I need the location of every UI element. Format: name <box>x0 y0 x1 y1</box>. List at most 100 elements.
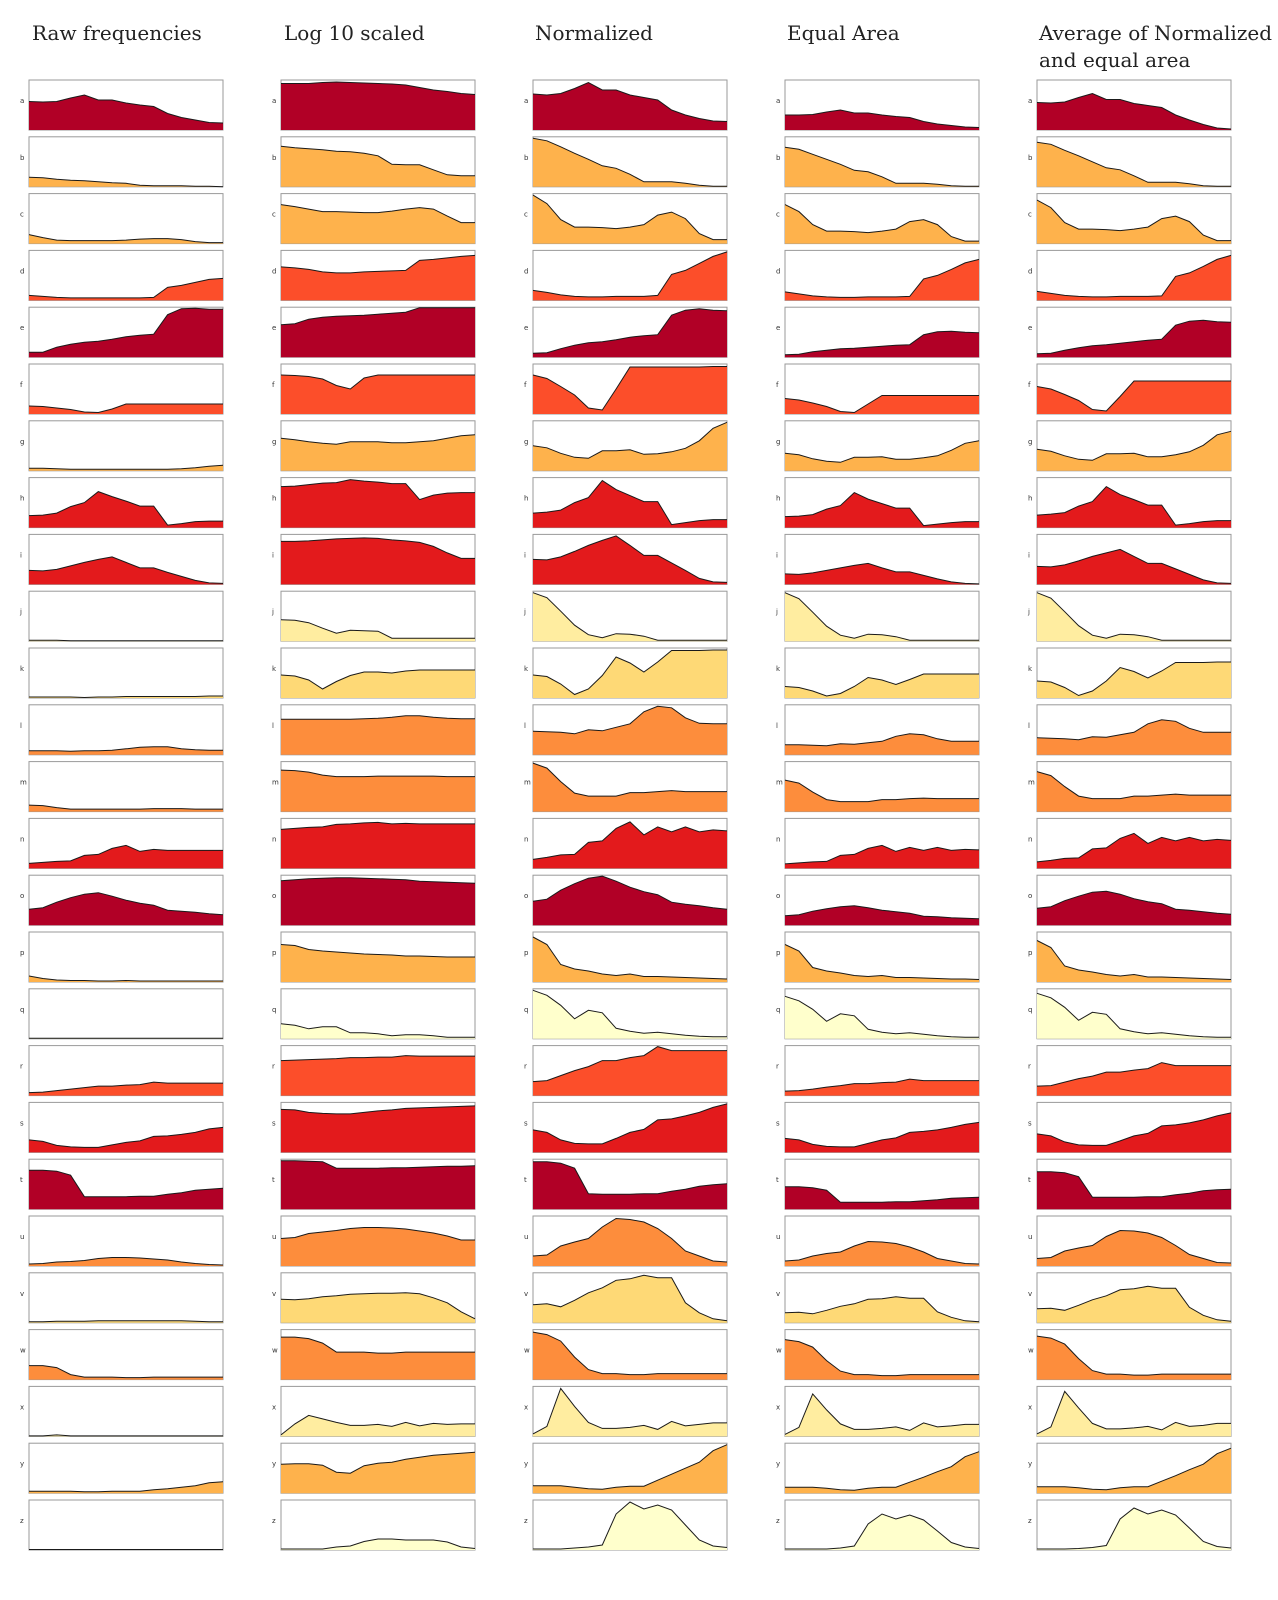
panel-raw-r: r <box>20 1045 224 1097</box>
area-outline <box>29 746 223 752</box>
area-fill <box>1037 592 1231 642</box>
area-fill <box>1037 320 1231 358</box>
area-outline <box>784 204 979 242</box>
panel-equal-area-q: q <box>776 988 980 1040</box>
panel-raw-k: k <box>20 647 224 699</box>
panel-raw-y: y <box>20 1442 224 1494</box>
panel-normalized-b: b <box>524 136 728 188</box>
area-outline <box>784 1078 979 1092</box>
row-label: q <box>20 1006 24 1014</box>
area-outline <box>784 779 979 803</box>
area-fill <box>785 331 979 358</box>
area-outline <box>28 403 223 414</box>
panel-raw-b: b <box>20 136 224 188</box>
area-fill <box>29 308 223 358</box>
area-fill <box>785 996 979 1039</box>
area-outline <box>1036 992 1231 1038</box>
area-outline <box>532 1217 728 1263</box>
panel-frame <box>28 1385 224 1437</box>
panel-average-s: s <box>1028 1101 1232 1153</box>
row-label: m <box>20 779 27 787</box>
row-label: j <box>271 608 274 616</box>
area-fill <box>29 805 223 812</box>
area-fill <box>29 1170 223 1210</box>
row-label: i <box>524 551 526 559</box>
area-fill <box>533 1161 727 1210</box>
panel-normalized-u: u <box>524 1215 728 1267</box>
area-fill <box>785 440 979 471</box>
area-outline <box>281 1336 475 1354</box>
area-outline <box>532 535 728 583</box>
area-outline <box>1036 771 1231 800</box>
row-label: c <box>1028 211 1032 219</box>
area-outline <box>28 94 224 124</box>
area-fill <box>281 670 475 698</box>
panel-log10-s: s <box>272 1101 476 1153</box>
panel-frame <box>28 988 224 1040</box>
row-label: l <box>1028 722 1030 730</box>
panel-normalized-n: n <box>524 817 728 869</box>
area-outline <box>280 1227 475 1241</box>
panel-equal-area-v: v <box>776 1272 980 1324</box>
row-label: o <box>524 892 528 900</box>
row-label: v <box>524 1290 528 1298</box>
panel-frame <box>28 136 224 188</box>
area-fill <box>1037 771 1231 812</box>
area-outline <box>280 877 476 884</box>
area-fill <box>785 733 979 755</box>
area-fill <box>533 1388 727 1437</box>
row-label: n <box>524 835 528 843</box>
row-label: r <box>272 1063 275 1071</box>
panel-frame <box>28 647 224 699</box>
row-label: e <box>272 324 276 332</box>
area-outline <box>1036 661 1231 697</box>
area-fill <box>785 204 979 244</box>
area-fill <box>29 1257 223 1266</box>
panel-normalized-v: v <box>524 1272 728 1324</box>
area-fill <box>785 1339 979 1380</box>
row-label: m <box>776 779 783 787</box>
panel-frame <box>28 1272 224 1324</box>
area-outline <box>28 1126 224 1148</box>
row-label: u <box>1028 1233 1032 1241</box>
panel-log10-x: x <box>272 1385 476 1437</box>
area-fill <box>281 1539 475 1550</box>
area-outline <box>532 989 727 1038</box>
row-label: z <box>20 1517 24 1525</box>
row-label: d <box>524 267 528 275</box>
area-fill <box>1037 1508 1231 1550</box>
row-label: v <box>776 1290 780 1298</box>
area-outline <box>28 892 224 916</box>
area-fill <box>533 308 727 358</box>
area-fill <box>281 82 475 130</box>
panel-log10-q: q <box>272 988 476 1040</box>
area-outline <box>784 1296 980 1323</box>
area-fill <box>281 877 475 926</box>
area-outline <box>532 821 728 860</box>
area-fill <box>29 404 223 414</box>
area-outline <box>532 479 727 526</box>
area-fill <box>785 1079 979 1096</box>
panel-equal-area-i: i <box>776 533 980 585</box>
panel-raw-p: p <box>20 931 224 983</box>
area-outline <box>532 1387 727 1435</box>
area-fill <box>29 1481 223 1494</box>
panel-raw-g: g <box>20 420 224 472</box>
column-title-average: Average of Normalized and equal area <box>1039 21 1273 72</box>
panel-frame <box>28 704 224 756</box>
row-label: c <box>272 211 276 219</box>
area-outline <box>785 1513 980 1550</box>
area-fill <box>281 375 475 414</box>
area-outline <box>1036 254 1232 298</box>
area-outline <box>784 592 979 641</box>
area-outline <box>280 821 475 830</box>
row-label: k <box>1028 665 1033 673</box>
area-outline <box>784 492 979 527</box>
row-label: k <box>776 665 781 673</box>
area-outline <box>532 251 728 298</box>
column-title-normalized: Normalized <box>535 21 653 45</box>
panel-raw-l: l <box>20 704 224 756</box>
panel-average-j: j <box>1027 590 1232 642</box>
area-outline <box>28 234 223 244</box>
